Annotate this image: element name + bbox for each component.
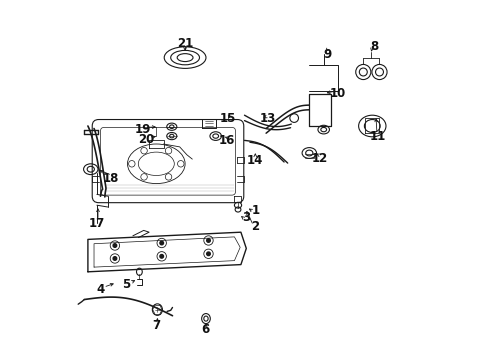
- Circle shape: [113, 244, 117, 247]
- Text: 3: 3: [242, 211, 250, 224]
- Text: 1: 1: [251, 204, 259, 217]
- Text: 5: 5: [122, 278, 129, 291]
- Text: 9: 9: [323, 48, 331, 60]
- Text: 21: 21: [177, 37, 193, 50]
- Circle shape: [206, 239, 210, 242]
- Text: 12: 12: [311, 152, 327, 165]
- Circle shape: [206, 252, 210, 256]
- Text: 18: 18: [103, 172, 119, 185]
- Text: 20: 20: [138, 133, 154, 146]
- Text: 6: 6: [201, 323, 208, 336]
- Text: 15: 15: [220, 112, 236, 125]
- Text: 14: 14: [246, 154, 263, 167]
- Text: 17: 17: [89, 217, 105, 230]
- Text: 16: 16: [218, 134, 234, 147]
- Text: 11: 11: [369, 130, 385, 143]
- Text: 10: 10: [329, 87, 346, 100]
- Circle shape: [160, 255, 163, 258]
- Circle shape: [113, 257, 117, 260]
- Text: 8: 8: [369, 40, 377, 53]
- Text: 2: 2: [251, 220, 259, 233]
- Text: 13: 13: [259, 112, 275, 125]
- Text: 19: 19: [135, 123, 151, 136]
- Circle shape: [160, 241, 163, 245]
- Text: 4: 4: [96, 283, 104, 296]
- Text: 7: 7: [152, 319, 160, 332]
